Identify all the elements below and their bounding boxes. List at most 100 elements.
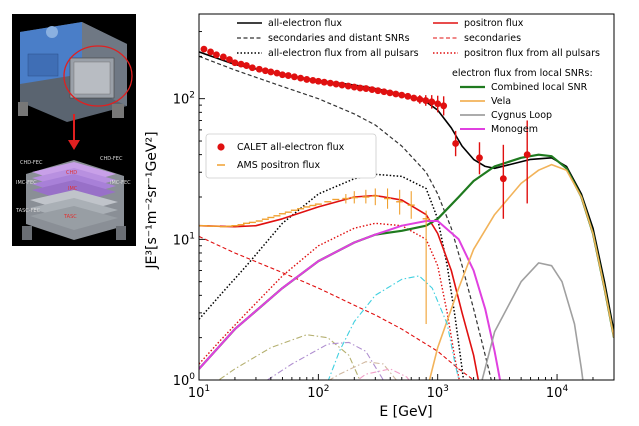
calet-point — [237, 60, 245, 68]
legend-label-vela: Vela — [491, 96, 511, 107]
legend-label-all-electron: all-electron flux — [268, 18, 342, 29]
legend-label-pulsars-positron: positron flux from all pulsars — [464, 48, 600, 59]
inset-label-chd-fec-left: CHD-FEC — [20, 160, 43, 166]
series-line-monogem — [199, 220, 502, 380]
inset-label-chd: CHD — [66, 170, 77, 176]
calet-point — [284, 72, 292, 79]
ams-point — [407, 191, 415, 219]
calet-point — [297, 74, 304, 82]
x-tick-label: 104 — [546, 384, 569, 401]
calet-point — [320, 78, 328, 86]
calet-point — [213, 51, 220, 59]
inset-label-chd-fec-right: CHD-FEC — [100, 156, 123, 162]
calet-instrument-drawing — [18, 22, 133, 122]
calet-point — [255, 65, 263, 73]
series-line-vela — [428, 163, 614, 380]
series-line-snr-combined — [199, 153, 614, 370]
ams-point — [342, 194, 350, 204]
calet-point — [398, 91, 406, 99]
calet-point — [362, 85, 370, 92]
legend-label-secondaries: secondaries — [464, 33, 521, 44]
calet-detector-illustration: CHD-FEC CHD-FEC IMC-FEC IMC-FEC CHD IMC … — [12, 14, 136, 246]
y-axis-title: JE³[s⁻¹m⁻²sr⁻¹GeV²] — [144, 131, 160, 269]
legend-data-box — [205, 133, 377, 179]
ams-point — [384, 188, 392, 209]
calet-point — [338, 81, 346, 89]
calet-point — [219, 53, 227, 61]
calet-point — [416, 95, 424, 104]
y-tick-label: 101 — [173, 231, 195, 248]
series-line-cyan-pulsar — [327, 275, 460, 380]
ams-point — [371, 188, 379, 206]
calet-point — [350, 83, 358, 91]
inset-label-tasc: TASC — [63, 214, 77, 220]
calet-point — [440, 96, 448, 116]
legend-label-calet: CALET all-electron flux — [237, 142, 345, 153]
series-line-pulsars-pos — [199, 222, 461, 380]
calet-point — [422, 95, 430, 106]
ams-point — [396, 189, 404, 215]
y-tick-label: 100 — [173, 372, 196, 389]
calet-point — [332, 80, 340, 88]
calet-point — [434, 95, 442, 113]
series-line-pulsars-all — [199, 173, 465, 380]
legend-data: CALET all-electron flux AMS positron flu… — [205, 133, 377, 179]
calet-point — [226, 56, 233, 63]
calet-detector-stack — [22, 160, 126, 240]
calet-point — [273, 69, 281, 77]
x-axis-title: E [GeV] — [379, 404, 432, 420]
legend-label-positron: positron flux — [464, 18, 524, 29]
legend-label-ams: AMS positron flux — [237, 160, 320, 171]
legend-label-secondaries-distant: secondaries and distant SNRs — [268, 33, 410, 44]
series-line-purple-pulsar — [266, 341, 384, 380]
inset-arrow-head — [68, 140, 80, 150]
calet-point — [380, 88, 388, 96]
calet-point — [410, 94, 418, 102]
calet-point — [309, 76, 317, 84]
calet-point — [326, 79, 334, 87]
calet-point — [386, 89, 394, 97]
series-line-tan-pulsar — [328, 361, 397, 380]
legend-label-snr-combined: Combined local SNR — [491, 82, 588, 93]
calet-point — [303, 76, 311, 83]
inset-label-imc: IMC — [68, 186, 78, 192]
calet-point — [404, 92, 412, 100]
inset-label-tasc-fec: TASC-FEC — [15, 208, 41, 214]
calet-point — [261, 67, 269, 75]
y-tick-label: 102 — [173, 91, 195, 108]
calet-point — [392, 90, 400, 98]
ams-point — [350, 191, 358, 204]
calet-point — [279, 71, 286, 79]
calet-point — [368, 86, 376, 94]
calet-point — [200, 45, 208, 53]
series-line-positron — [199, 194, 480, 380]
series-line-sec-positron — [199, 235, 475, 380]
x-tick-label: 102 — [307, 384, 329, 401]
calet-point — [231, 59, 239, 67]
calet-point — [499, 144, 507, 219]
legend-snr-title: electron flux from local SNRs: — [452, 68, 593, 79]
legend-local-snr: electron flux from local SNRs: Combined … — [452, 68, 593, 135]
calet-point — [207, 48, 214, 56]
series-layer — [199, 51, 614, 380]
calet-point — [374, 87, 382, 95]
ams-point — [362, 189, 370, 204]
legend-label-cygnus-loop: Cygnus Loop — [491, 110, 552, 121]
calet-point — [344, 82, 352, 90]
legend-marker-calet — [217, 143, 225, 151]
series-line-sec-distant — [199, 55, 492, 380]
calet-point — [248, 64, 256, 72]
series-line-olive-pulsar — [217, 334, 361, 380]
calet-point — [243, 62, 250, 69]
series-line-cygnus — [481, 262, 584, 380]
ams-point — [422, 210, 430, 325]
calet-point — [267, 68, 275, 76]
calet-point — [356, 84, 364, 92]
calet-point — [452, 130, 460, 157]
series-line-pink-pulsar — [356, 368, 410, 380]
inset-label-imc-fec-right: IMC-FEC — [110, 180, 131, 186]
data-points-layer — [199, 45, 531, 325]
x-tick-label: 101 — [188, 384, 210, 401]
